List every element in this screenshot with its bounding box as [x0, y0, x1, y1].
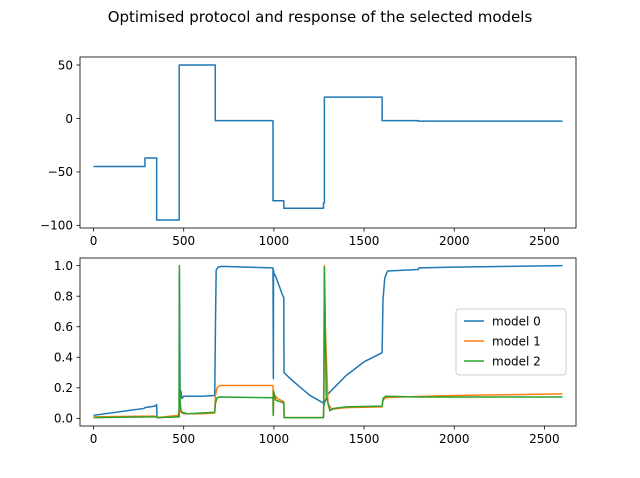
protocol-line	[93, 64, 563, 221]
legend: model 0 model 1 model 2	[455, 308, 567, 376]
y-tick-label: −100	[40, 219, 73, 233]
legend-box	[455, 308, 567, 376]
protocol-axes: 0 500 1000 1500 2000 2500 −100 −50 0 50	[40, 56, 577, 248]
x-tick-label: 0	[90, 234, 98, 248]
y-tick-label: −50	[48, 165, 73, 179]
figure-title: Optimised protocol and response of the s…	[108, 8, 533, 26]
x-tick-label: 2500	[529, 432, 560, 446]
y-tick-label: 0.0	[54, 412, 73, 426]
y-tick-label: 0.4	[54, 351, 73, 365]
y-tick-label: 1.0	[54, 259, 73, 273]
y-tick-label: 0.2	[54, 381, 73, 395]
model-1-legend-label: model 1	[492, 334, 541, 348]
x-tick-label: 2500	[529, 234, 560, 248]
axes-frame	[79, 56, 577, 229]
model-2-legend-label: model 2	[492, 354, 541, 368]
y-tick-label: 0	[65, 112, 73, 126]
y-tick-label: 50	[58, 58, 73, 72]
x-tick-label: 2000	[439, 432, 470, 446]
model-2-line	[93, 264, 563, 419]
x-tick-label: 2000	[439, 234, 470, 248]
y-tick-label: 0.8	[54, 289, 73, 303]
model-0-legend-label: model 0	[492, 314, 541, 328]
x-tick-label: 0	[90, 432, 98, 446]
axes-frame	[79, 257, 577, 427]
x-tick-label: 500	[172, 432, 195, 446]
x-tick-label: 500	[172, 234, 195, 248]
x-tick-label: 1500	[349, 432, 380, 446]
y-tick-label: 0.6	[54, 320, 73, 334]
x-tick-label: 1000	[259, 234, 290, 248]
response-axes: 0 500 1000 1500 2000 2500 0.0 0.2 0.4 0.6 0.8 1.0 mo…	[54, 257, 577, 446]
x-tick-label: 1000	[259, 432, 290, 446]
x-tick-label: 1500	[349, 234, 380, 248]
